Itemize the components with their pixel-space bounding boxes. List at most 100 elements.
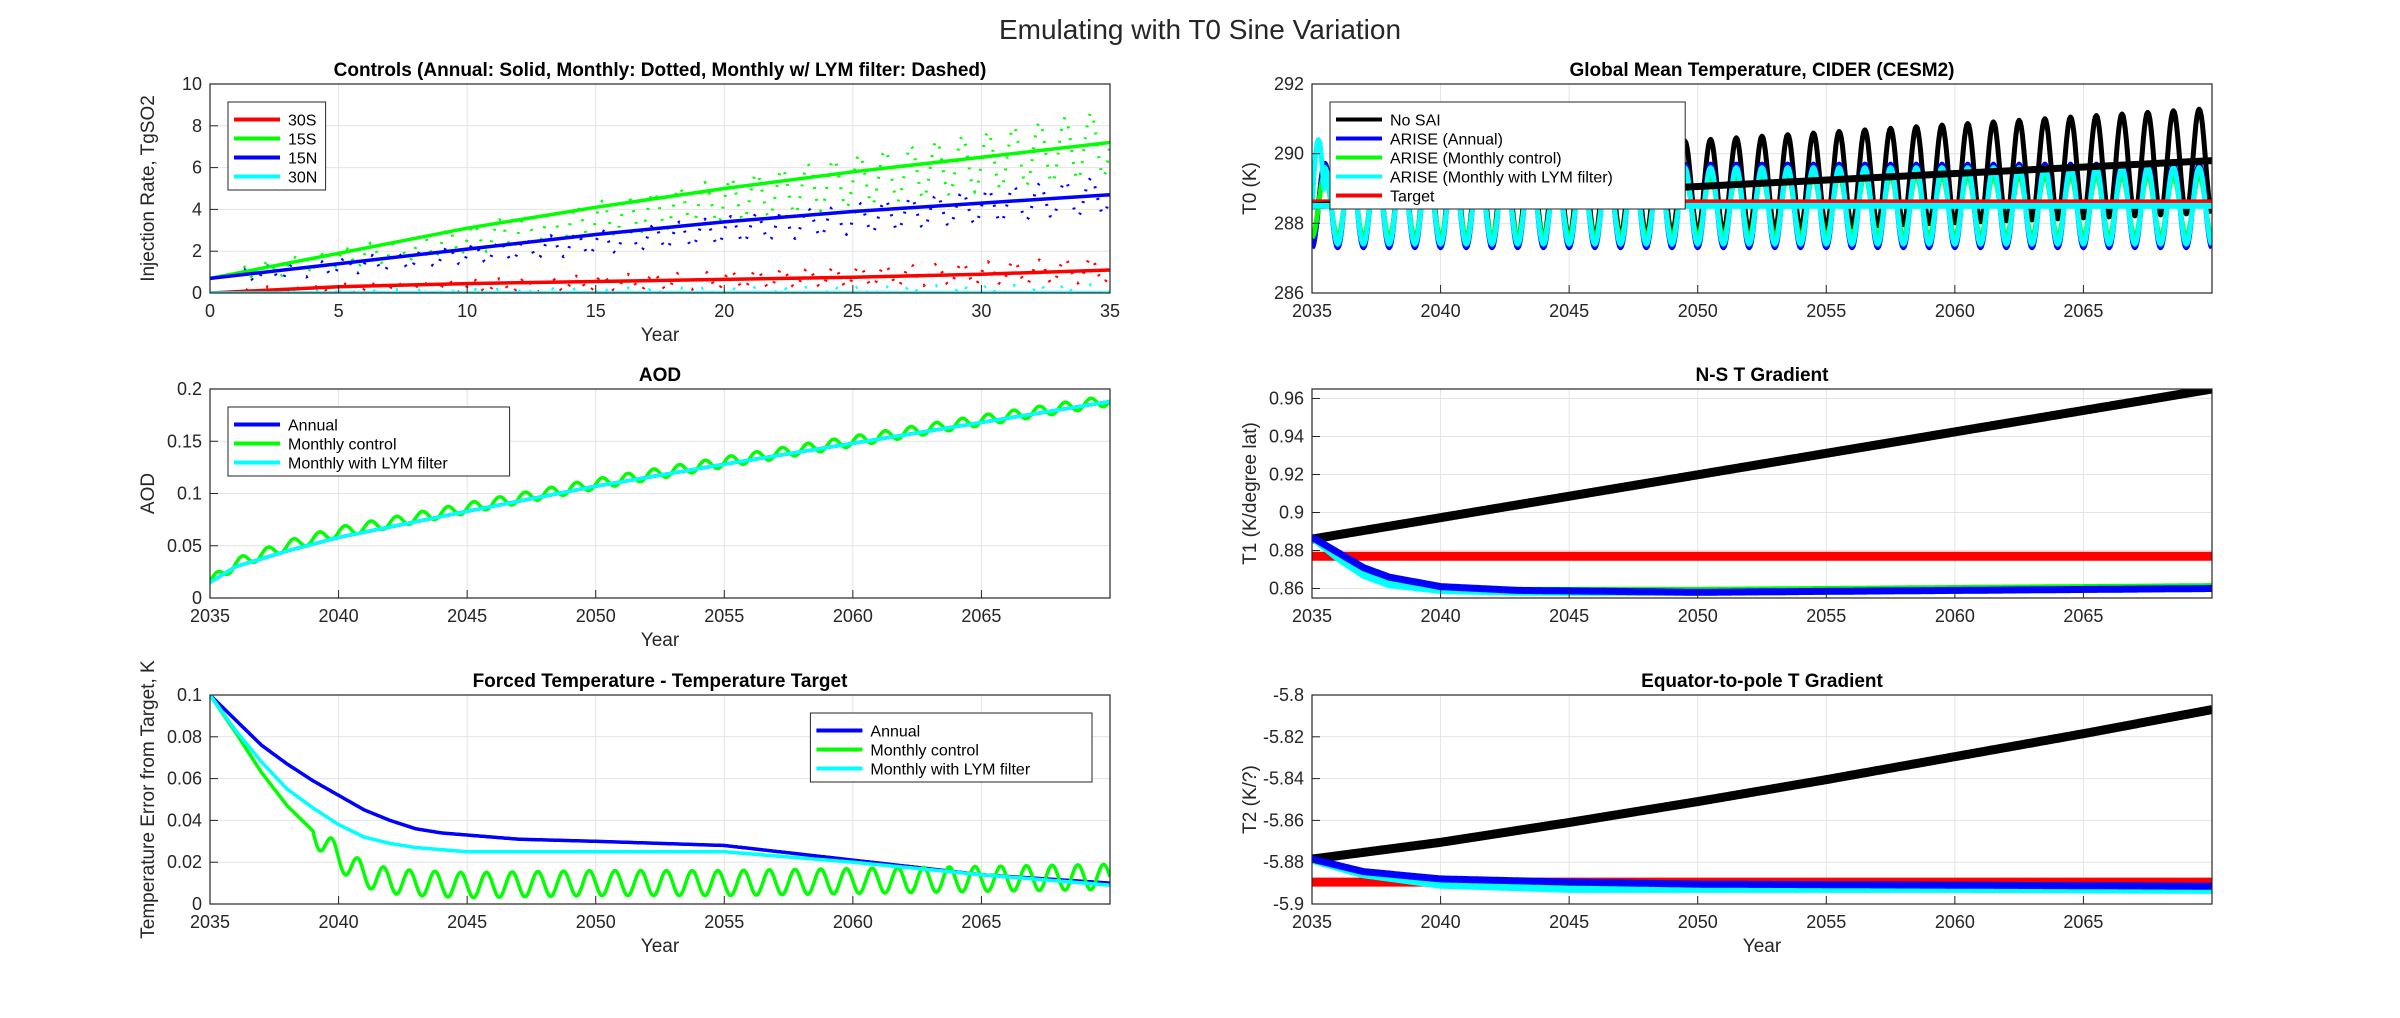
x-tick-label: 2055: [704, 912, 744, 932]
y-tick-label: 6: [192, 158, 202, 178]
legend: 30S 15S 15N 30N: [227, 101, 327, 191]
y-tick-label: 4: [192, 199, 202, 219]
series-monthly-control: [210, 695, 1110, 900]
axes-box: [209, 694, 1111, 905]
x-tick-label: 2055: [1806, 606, 1846, 626]
x-tick-label: 2050: [1678, 912, 1718, 932]
x-axis-label: Year: [641, 936, 680, 957]
y-tick-label: 0.96: [1269, 389, 1304, 409]
series-monthly-with-lym-filter: [210, 399, 1110, 584]
axes-box: [1311, 694, 2213, 905]
legend-label: Monthly control: [870, 743, 979, 760]
x-tick-label: 2040: [319, 606, 359, 626]
x-tick-label: 2040: [1421, 912, 1461, 932]
y-tick-label: 0.88: [1269, 541, 1304, 561]
x-tick-label: 10: [457, 301, 477, 321]
y-tick-label: 0: [192, 588, 202, 608]
series-group: [1312, 705, 2212, 894]
x-tick-label: 2060: [833, 912, 873, 932]
x-tick-label: 2040: [319, 912, 359, 932]
chart-gmt: 2035 2040 2045 2050 2055 2060 2065 286 288 290 292…: [1240, 60, 2213, 321]
x-tick-label: 2035: [1292, 606, 1332, 626]
series-no-sai: [1312, 705, 2212, 864]
axes-box: [209, 83, 1111, 294]
y-axis-label: T0 (K): [1240, 162, 1261, 215]
series-15N-annual: [210, 193, 1110, 281]
y-axis-label: T1 (K/degree lat): [1240, 422, 1261, 565]
x-tick-label: 2045: [1549, 912, 1589, 932]
x-tick-label: 2055: [704, 606, 744, 626]
x-axis-label: Year: [1743, 936, 1782, 957]
chart-controls: 0 5 10 15 20 25 30 35 0 2 4 6 8 10 Controls (Annual: S…: [138, 60, 1120, 346]
x-tick-label: 2050: [1678, 301, 1718, 321]
series-arise-monthly-with-lym-filter-: [1312, 856, 2212, 894]
legend: No SAI ARISE (Annual) ARISE (Monthly contr…: [1329, 101, 1686, 210]
figure-title: Emulating with T0 Sine Variation: [998, 14, 1402, 45]
x-tick-label: 2065: [961, 912, 1001, 932]
x-axis-label: Year: [641, 630, 680, 651]
plot-background: [1312, 695, 2212, 904]
legend-label: 30N: [288, 170, 317, 187]
legend-label: Annual: [870, 724, 920, 741]
legend-label: Monthly with LYM filter: [870, 762, 1030, 779]
y-axis-label: Injection Rate, TgSO2: [138, 95, 159, 282]
x-tick-label: 2045: [1549, 301, 1589, 321]
y-tick-label: -5.8: [1273, 685, 1304, 705]
series-group: [210, 695, 1110, 900]
x-tick-label: 2050: [576, 606, 616, 626]
x-tick-label: 2035: [190, 606, 230, 626]
y-tick-label: 10: [182, 74, 202, 94]
y-axis-label: T2 (K/?): [1240, 765, 1261, 834]
chart-title: Controls (Annual: Solid, Monthly: Dotted…: [334, 60, 987, 81]
plot-background: [1312, 389, 2212, 598]
x-tick-label: 35: [1100, 301, 1120, 321]
x-tick-label: 0: [205, 301, 215, 321]
chart-title: N-S T Gradient: [1695, 365, 1829, 386]
legend-label: Target: [1390, 189, 1435, 206]
x-tick-label: 5: [334, 301, 344, 321]
x-tick-label: 2050: [1678, 606, 1718, 626]
y-axis-label: Temperature Error from Target, K: [138, 660, 159, 939]
y-tick-label: 0.2: [177, 379, 202, 399]
series-arise-annual-: [1312, 534, 2212, 596]
legend-label: 30S: [288, 113, 316, 130]
y-tick-label: -5.9: [1273, 894, 1304, 914]
legend-label: 15S: [288, 132, 316, 149]
x-tick-label: 2045: [447, 606, 487, 626]
y-axis-label: AOD: [138, 473, 159, 514]
x-tick-label: 2045: [1549, 606, 1589, 626]
x-tick-label: 2050: [576, 912, 616, 932]
y-tick-label: 0.92: [1269, 465, 1304, 485]
series-15S-annual: [210, 140, 1110, 281]
y-tick-label: 288: [1274, 213, 1304, 233]
chart-t1: 2035 2040 2045 2050 2055 2060 2065 0.86 0.88 0.9 0…: [1240, 365, 2213, 626]
legend-label: ARISE (Monthly with LYM filter): [1390, 170, 1613, 187]
legend-label: ARISE (Monthly control): [1390, 151, 1562, 168]
y-tick-label: 286: [1274, 283, 1304, 303]
y-tick-label: 292: [1274, 74, 1304, 94]
x-tick-label: 30: [971, 301, 991, 321]
x-tick-label: 15: [586, 301, 606, 321]
y-tick-label: 0: [192, 894, 202, 914]
series-arise-monthly-with-lym-filter-: [1312, 137, 2212, 247]
y-tick-label: 2: [192, 241, 202, 261]
x-tick-label: 2040: [1421, 301, 1461, 321]
y-tick-label: 0.15: [167, 431, 202, 451]
legend-label: ARISE (Annual): [1390, 132, 1503, 149]
x-tick-label: 2055: [1806, 301, 1846, 321]
chart-title: Forced Temperature - Temperature Target: [473, 671, 848, 692]
x-tick-label: 2045: [447, 912, 487, 932]
axes-box: [1311, 83, 2213, 294]
y-tick-label: 0.1: [177, 484, 202, 504]
y-tick-label: 0.1: [177, 685, 202, 705]
x-tick-label: 2060: [1935, 912, 1975, 932]
series-arise-annual-: [1312, 855, 2212, 890]
series-monthly-with-lym-filter: [210, 695, 1110, 887]
plot-background: [210, 84, 1110, 293]
y-tick-label: 0.9: [1279, 503, 1304, 523]
x-tick-label: 20: [714, 301, 734, 321]
y-tick-label: 8: [192, 116, 202, 136]
y-tick-label: -5.88: [1263, 852, 1304, 872]
series-group: [210, 396, 1110, 584]
